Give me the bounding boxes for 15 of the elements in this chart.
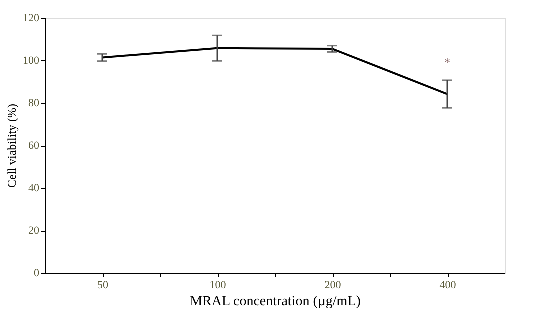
y-tick-label: 120 [23,12,40,24]
y-tick-label: 80 [28,98,40,110]
y-tick-label: 60 [28,140,40,152]
y-tick-label: 100 [23,55,40,67]
x-tick-label: 400 [440,280,457,292]
x-tick-label: 100 [210,280,227,292]
y-axis-title: Cell viability (%) [5,104,19,188]
x-axis-title: MRAL concentration (µg/mL) [190,294,362,310]
line-series [102,47,448,96]
x-tick-label: 200 [324,280,342,292]
x-tick-label: 50 [98,280,109,292]
annotation: * [444,55,450,70]
y-tick-label: 0 [34,268,40,280]
y-tick-label: 40 [28,182,40,194]
y-tick-label: 20 [28,225,40,237]
